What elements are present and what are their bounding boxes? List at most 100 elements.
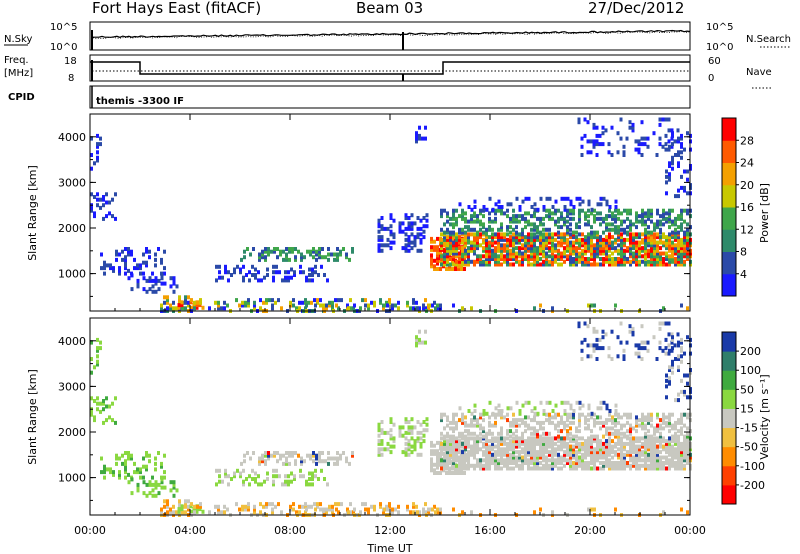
- power-cell: [667, 128, 671, 133]
- velocity-cell: [488, 450, 491, 455]
- power-cell: [443, 208, 446, 213]
- velocity-cell: [646, 340, 650, 345]
- velocity-cell: [485, 411, 489, 416]
- velocity-cell: [103, 470, 106, 475]
- velocity-cell: [443, 434, 446, 439]
- velocity-cell: [491, 447, 494, 452]
- velocity-cell: [446, 418, 449, 423]
- velocity-cell: [494, 439, 497, 444]
- power-cell: [305, 303, 308, 308]
- velocity-cell: [548, 436, 551, 441]
- velocity-cell: [380, 428, 384, 433]
- power-cell: [680, 303, 683, 308]
- velocity-cell: [581, 436, 584, 441]
- power-cell: [587, 240, 590, 245]
- velocity-cell: [664, 351, 668, 356]
- velocity-cell: [266, 477, 269, 481]
- velocity-cell: [386, 430, 390, 435]
- power-cell: [656, 246, 659, 251]
- velocity-cell: [686, 426, 689, 431]
- velocity-cell: [467, 444, 470, 449]
- power-cell: [410, 240, 414, 245]
- velocity-cell: [599, 461, 602, 465]
- velocity-cell: [548, 444, 551, 449]
- velocity-cell: [533, 450, 536, 455]
- velocity-cell: [187, 504, 190, 509]
- velocity-cell: [563, 426, 566, 431]
- power-cell: [665, 251, 668, 256]
- power-cell: [626, 248, 629, 253]
- power-cell: [590, 235, 593, 240]
- velocity-cell: [584, 415, 587, 420]
- velocity-cell: [620, 436, 623, 441]
- velocity-cell: [611, 420, 614, 425]
- power-cell: [530, 257, 533, 261]
- velocity-cell: [115, 453, 118, 458]
- power-cell: [404, 237, 408, 242]
- velocity-cell: [652, 335, 656, 340]
- power-cell: [482, 259, 485, 264]
- velocity-cell: [569, 415, 572, 420]
- velocity-cell: [227, 482, 230, 487]
- velocity-cell: [667, 343, 671, 348]
- power-cell: [665, 254, 668, 259]
- power-cell: [658, 136, 662, 141]
- velocity-cell: [512, 418, 515, 423]
- power-cell: [584, 214, 587, 219]
- velocity-cell: [656, 444, 659, 449]
- velocity-cell: [548, 420, 551, 425]
- velocity-cell: [638, 444, 641, 449]
- power-cell: [674, 259, 677, 264]
- power-cell: [611, 222, 614, 227]
- power-cell: [569, 259, 572, 264]
- power-cell: [470, 246, 473, 251]
- power-cell: [530, 235, 533, 240]
- power-cell: [599, 248, 602, 253]
- velocity-cell: [536, 455, 539, 460]
- power-cell: [124, 271, 127, 276]
- velocity-cell: [587, 439, 590, 444]
- power-cell: [595, 139, 599, 144]
- power-cell: [284, 275, 287, 280]
- power-cell: [436, 253, 439, 258]
- power-cell: [312, 249, 315, 254]
- power-cell: [554, 246, 557, 251]
- power-cell: [668, 225, 671, 230]
- power-cell: [545, 232, 548, 237]
- power-cell: [461, 230, 464, 235]
- velocity-cell: [605, 452, 608, 457]
- power-cell: [530, 254, 533, 259]
- velocity-cell: [509, 455, 512, 460]
- power-cell: [422, 235, 426, 240]
- velocity-cell: [629, 415, 632, 420]
- power-cell: [662, 214, 665, 219]
- velocity-cell: [662, 415, 665, 420]
- velocity-cell: [470, 510, 473, 515]
- power-cell: [619, 136, 623, 141]
- velocity-cell: [527, 452, 530, 457]
- power-cell: [560, 235, 563, 240]
- velocity-cell: [518, 436, 521, 441]
- velocity-cell: [557, 412, 560, 417]
- velocity-cell: [581, 412, 584, 417]
- power-cell: [530, 232, 533, 237]
- velocity-cell: [497, 431, 500, 436]
- velocity-cell: [551, 450, 554, 455]
- power-cell: [554, 254, 557, 259]
- power-cell: [169, 276, 173, 281]
- power-cell: [443, 243, 446, 248]
- velocity-cell: [145, 493, 149, 498]
- velocity-cell: [590, 507, 593, 512]
- velocity-cell: [595, 337, 599, 342]
- power-cell: [494, 202, 498, 207]
- power-cell: [548, 208, 551, 213]
- velocity-cell: [476, 450, 479, 455]
- velocity-cell: [614, 452, 617, 457]
- power-cell: [440, 257, 443, 261]
- velocity-cell: [500, 429, 503, 434]
- velocity-cell: [181, 510, 184, 515]
- power-cell: [261, 255, 264, 260]
- velocity-cell: [318, 453, 321, 458]
- power-cell: [509, 219, 512, 224]
- velocity-cell: [509, 406, 513, 411]
